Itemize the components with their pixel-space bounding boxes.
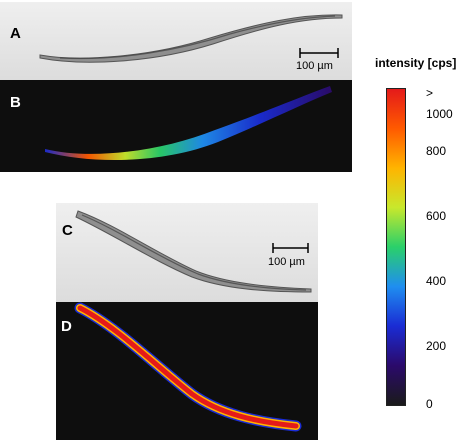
scale-bar-a xyxy=(299,48,339,58)
panel-a-brightfield: A 100 µm xyxy=(0,2,352,82)
colorbar-tick-400: 400 xyxy=(426,274,447,288)
worm-c-image xyxy=(56,203,318,303)
colorbar-title: intensity [cps] xyxy=(375,56,457,70)
panel-b-fluorescence: B xyxy=(0,80,352,172)
worm-b-heatmap xyxy=(0,80,352,172)
panel-label-a: A xyxy=(10,25,21,42)
panel-d-fluorescence: D xyxy=(56,302,318,440)
scale-bar-c xyxy=(272,243,309,253)
worm-d-heatmap xyxy=(56,302,318,440)
panel-label-c: C xyxy=(62,222,73,239)
colorbar-tick-0: 0 xyxy=(426,397,433,411)
panel-c-brightfield: C 100 µm xyxy=(56,203,318,303)
panel-label-b: B xyxy=(10,94,21,111)
colorbar-tick-800: 800 xyxy=(426,144,447,158)
colorbar-top-marker: > xyxy=(426,86,434,100)
colorbar-tick-600: 600 xyxy=(426,209,447,223)
scale-label-a: 100 µm xyxy=(296,60,333,72)
colorbar-tick-1000: 1000 xyxy=(426,107,453,121)
colorbar-gradient xyxy=(386,88,406,406)
worm-a-image xyxy=(0,2,352,82)
panel-label-d: D xyxy=(61,318,72,335)
scale-label-c: 100 µm xyxy=(268,256,305,268)
colorbar-tick-200: 200 xyxy=(426,339,447,353)
